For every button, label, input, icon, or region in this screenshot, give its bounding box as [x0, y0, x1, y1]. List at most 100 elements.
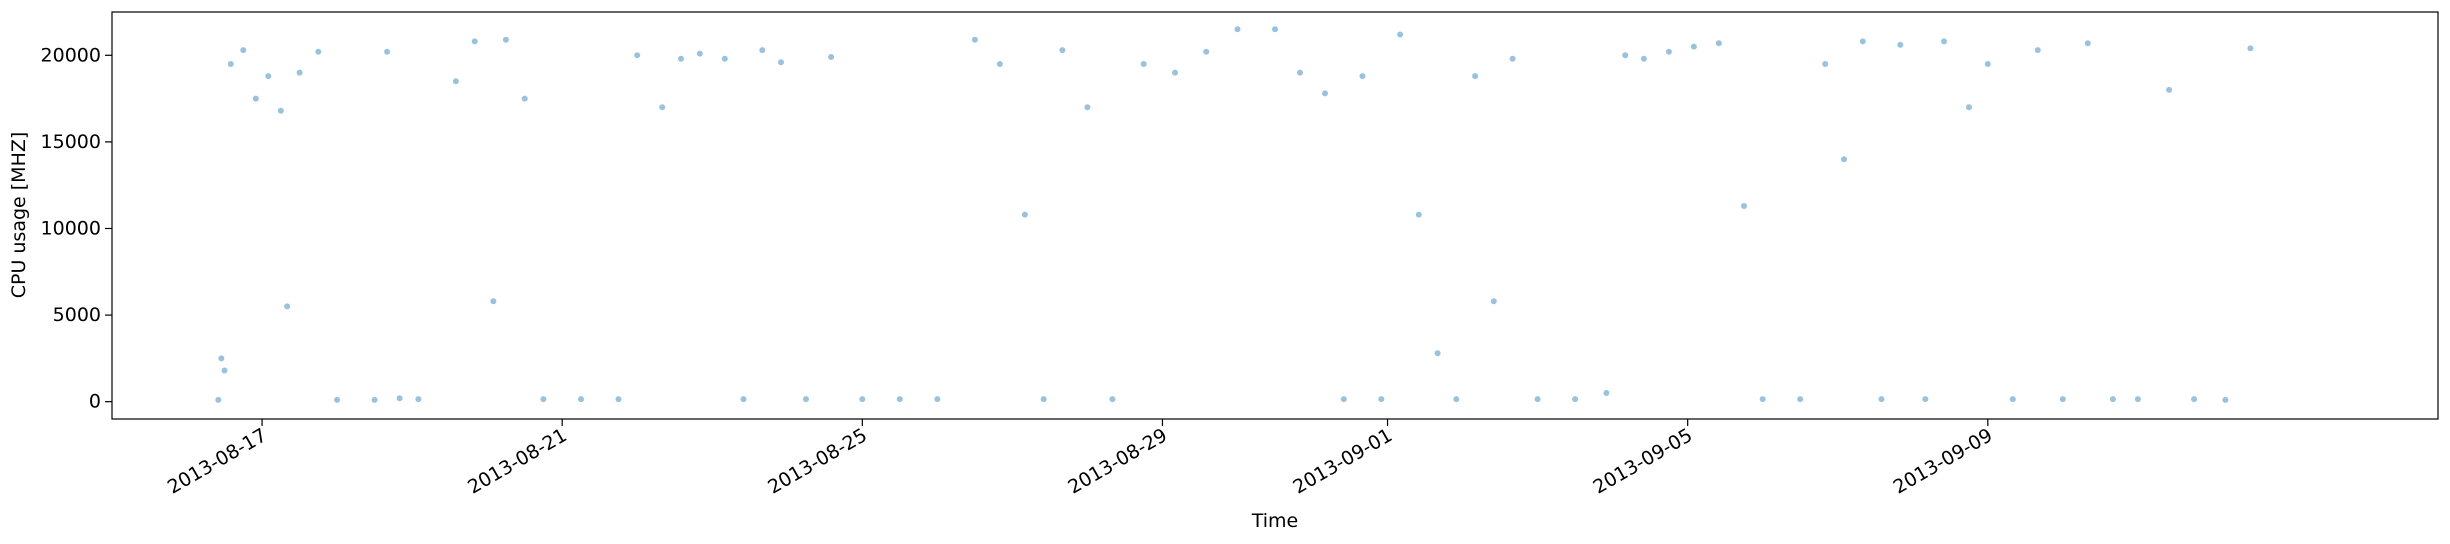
scatter-point	[334, 396, 341, 403]
x-tick-label: 2013-09-09	[1890, 424, 1997, 498]
scatter-point	[2084, 40, 2091, 47]
scatter-point	[1203, 48, 1210, 55]
scatter-point	[1822, 61, 1829, 67]
scatter-point	[1922, 396, 1929, 403]
scatter-point	[1640, 55, 1647, 62]
scatter-point	[2191, 396, 2198, 403]
scatter-point	[1397, 31, 1404, 38]
scatter-point	[471, 38, 478, 45]
scatter-point	[384, 48, 391, 55]
scatter-point	[803, 396, 809, 403]
scatter-point	[1572, 396, 1579, 403]
scatter-point	[1322, 90, 1328, 97]
scatter-point	[277, 107, 284, 114]
scatter-point	[859, 396, 866, 403]
scatter-point	[490, 298, 497, 305]
scatter-point	[1665, 48, 1672, 55]
scatter-point	[2222, 396, 2229, 403]
y-tick-label: 15000	[41, 131, 101, 153]
scatter-point	[540, 396, 547, 403]
scatter-point	[1897, 41, 1904, 48]
scatter-point	[452, 78, 459, 85]
scatter-point	[265, 73, 272, 80]
scatter-point	[1797, 396, 1804, 403]
scatter-point	[521, 95, 528, 102]
scatter-point	[1741, 203, 1747, 209]
scatter-point	[1941, 38, 1947, 45]
x-tick-label: 2013-08-17	[164, 424, 271, 498]
x-tick-label: 2013-08-29	[1064, 424, 1171, 498]
scatter-point	[634, 52, 641, 59]
scatter-points	[215, 26, 2254, 403]
scatter-point	[1140, 61, 1147, 67]
scatter-point	[578, 396, 584, 403]
scatter-point	[1415, 211, 1422, 218]
scatter-point	[1509, 55, 1516, 62]
y-axis-ticks: 0 5000 10000 15000 20000	[41, 44, 112, 413]
scatter-point	[1534, 396, 1541, 403]
scatter-point	[396, 395, 403, 402]
scatter-point	[1340, 396, 1347, 403]
scatter-point	[1234, 26, 1241, 33]
scatter-point	[696, 50, 703, 57]
x-axis-label: Time	[1251, 510, 1299, 532]
scatter-point	[1966, 104, 1972, 111]
scatter-point	[1472, 73, 1479, 80]
scatter-point	[1021, 211, 1028, 218]
scatter-point	[252, 95, 259, 102]
scatter-point	[2034, 47, 2041, 54]
y-tick-label: 20000	[41, 44, 101, 66]
scatter-point	[778, 59, 784, 66]
scatter-point	[1297, 69, 1303, 76]
scatter-point	[1272, 26, 1278, 33]
scatter-point	[502, 36, 509, 43]
scatter-point	[1490, 298, 1497, 305]
y-tick-label: 0	[89, 391, 101, 413]
scatter-point	[759, 47, 766, 54]
x-tick-label: 2013-08-25	[764, 424, 871, 498]
scatter-point	[215, 396, 222, 403]
scatter-point	[1040, 396, 1047, 403]
scatter-point	[1359, 73, 1366, 80]
scatter-point	[1172, 69, 1178, 76]
x-axis-ticks: 2013-08-17 2013-08-21 2013-08-25 2013-08-29…	[164, 419, 1996, 499]
x-tick-label: 2013-09-01	[1289, 424, 1396, 498]
scatter-point	[1690, 43, 1697, 50]
y-tick-label: 10000	[41, 217, 101, 239]
scatter-point	[2166, 86, 2173, 93]
scatter-point	[227, 61, 234, 67]
scatter-point	[284, 303, 291, 310]
scatter-point	[1453, 396, 1460, 403]
scatter-point	[1841, 156, 1847, 163]
scatter-point	[678, 55, 684, 62]
scatter-point	[415, 396, 422, 403]
scatter-point	[371, 396, 378, 403]
scatter-point	[1715, 40, 1722, 47]
scatter-point	[1878, 396, 1885, 403]
scatter-point	[828, 54, 835, 60]
scatter-point	[1759, 396, 1766, 403]
scatter-point	[315, 48, 322, 55]
y-tick-label: 5000	[53, 304, 101, 326]
scatter-point	[721, 55, 728, 62]
scatter-point	[1603, 390, 1610, 396]
scatter-point	[740, 396, 747, 403]
scatter-point	[1084, 104, 1091, 111]
scatter-point	[1109, 396, 1116, 403]
scatter-point	[2134, 396, 2141, 403]
scatter-point	[1859, 38, 1866, 45]
x-tick-label: 2013-09-05	[1590, 424, 1697, 498]
scatter-point	[1378, 396, 1385, 403]
scatter-point	[659, 104, 666, 111]
scatter-point	[1984, 61, 1991, 67]
x-tick-label: 2013-08-21	[464, 424, 571, 498]
y-axis-label: CPU usage [MHZ]	[8, 132, 30, 299]
scatter-point	[1059, 47, 1066, 54]
scatter-point	[996, 61, 1003, 67]
scatter-point	[2059, 396, 2066, 403]
scatter-point	[1434, 350, 1441, 357]
scatter-point	[2247, 45, 2254, 52]
scatter-point	[1622, 52, 1629, 59]
scatter-point	[971, 36, 978, 43]
